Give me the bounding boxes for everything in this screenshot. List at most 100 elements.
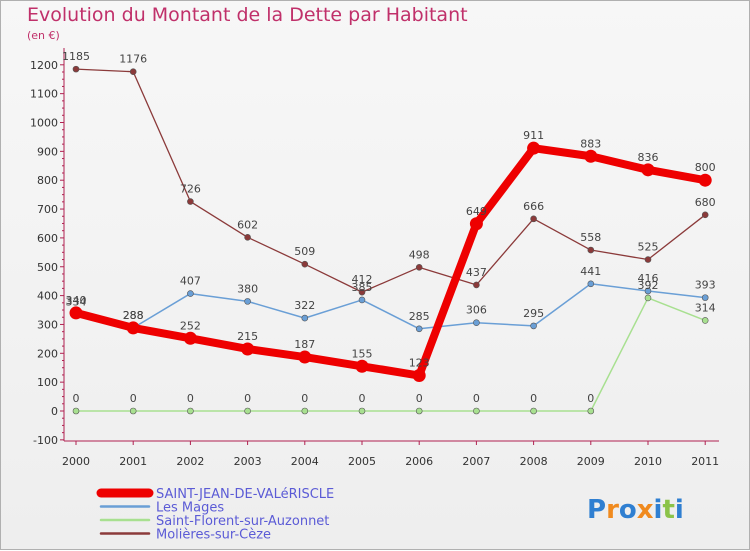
x-tick-label: 2000: [62, 455, 90, 468]
logo-letter: i: [654, 495, 663, 525]
y-tick-label: 100: [37, 376, 58, 389]
legend-label-1: Les Mages: [156, 501, 224, 516]
y-tick-label: -100: [33, 434, 58, 447]
data-label-0: 155: [352, 347, 373, 360]
legend-label-2: Saint-Florent-sur-Auzonnet: [156, 514, 329, 529]
data-label-2: 314: [695, 301, 716, 314]
y-tick-label: 500: [37, 261, 58, 274]
x-tick-label: 2004: [291, 455, 319, 468]
y-tick-label: 1100: [30, 88, 58, 101]
data-label-3: 680: [695, 196, 716, 209]
series-point-2: [587, 407, 595, 415]
proxiti-logo: Proxiti: [587, 495, 684, 525]
series-point-3: [587, 246, 595, 254]
data-label-0: 123: [409, 357, 430, 370]
data-label-2: 0: [587, 392, 594, 405]
data-label-0: 215: [237, 330, 258, 343]
series-point-2: [473, 407, 480, 415]
chart-title: Evolution du Montant de la Dette par Hab…: [27, 4, 468, 26]
data-label-1: 285: [409, 310, 430, 323]
data-label-1: 322: [294, 299, 315, 312]
series-point-3: [72, 65, 80, 73]
series-point-1: [187, 290, 194, 297]
series-point-2: [644, 294, 652, 302]
series-point-0: [412, 369, 426, 383]
data-label-1: 295: [523, 307, 544, 320]
data-label-3: 498: [409, 248, 430, 261]
data-label-2: 0: [301, 392, 308, 405]
series-point-2: [187, 407, 194, 415]
series-point-3: [301, 260, 309, 268]
data-label-3: 558: [580, 231, 601, 244]
y-tick-label: 0: [51, 405, 58, 418]
series-point-0: [469, 217, 483, 231]
y-tick-label: 200: [37, 347, 58, 360]
series-point-0: [241, 342, 255, 356]
chart-unit-label: (en €): [27, 29, 60, 42]
x-tick-label: 2006: [405, 455, 433, 468]
logo-letter: P: [587, 495, 606, 525]
data-label-1: 407: [180, 275, 201, 288]
data-label-3: 437: [466, 266, 487, 279]
legend-label-0: SAINT-JEAN-DE-VALéRISCLE: [156, 487, 334, 502]
data-label-3: 602: [237, 218, 258, 231]
y-tick-label: 1200: [30, 59, 58, 72]
series-point-1: [473, 319, 480, 327]
data-label-0: 288: [123, 309, 144, 322]
series-point-3: [530, 215, 537, 223]
data-label-1: 441: [580, 265, 601, 278]
series-point-2: [72, 407, 80, 415]
y-tick-label: 700: [37, 203, 58, 216]
data-label-2: 0: [130, 392, 137, 405]
series-point-0: [183, 331, 197, 345]
data-label-2: 0: [530, 392, 537, 405]
series-point-1: [301, 314, 309, 322]
data-label-0: 883: [580, 137, 601, 150]
series-point-0: [298, 350, 312, 364]
data-label-2: 0: [73, 392, 80, 405]
logo-letter: o: [619, 495, 637, 525]
y-tick-label: 400: [37, 290, 58, 303]
y-tick-label: 800: [37, 174, 58, 187]
series-point-1: [644, 287, 652, 295]
x-tick-label: 2009: [577, 455, 605, 468]
data-label-2: 392: [638, 279, 659, 292]
x-tick-label: 2001: [119, 455, 147, 468]
y-tick-label: 1000: [30, 117, 58, 130]
series-point-3: [129, 68, 137, 76]
series-point-2: [701, 317, 709, 324]
data-label-3: 726: [180, 183, 201, 196]
series-point-0: [584, 149, 598, 163]
x-tick-label: 2007: [462, 455, 490, 468]
series-point-1: [358, 296, 366, 304]
data-label-2: 0: [359, 392, 366, 405]
series-point-3: [415, 264, 423, 271]
series-point-0: [69, 306, 83, 320]
series-point-2: [301, 407, 309, 415]
data-label-1: 306: [466, 304, 487, 317]
series-point-2: [530, 407, 537, 415]
x-tick-label: 2002: [176, 455, 204, 468]
logo-letter: i: [675, 495, 684, 525]
data-label-0: 911: [523, 129, 544, 142]
legend-label-3: Molières-sur-Cèze: [156, 528, 271, 543]
data-label-3: 525: [638, 241, 659, 254]
data-label-3: 1176: [119, 53, 147, 66]
data-label-1: 416: [638, 272, 659, 285]
series-point-0: [641, 163, 655, 177]
data-label-1: 385: [352, 281, 373, 294]
series-line-3: [75, 68, 706, 293]
y-tick-label: 300: [37, 318, 58, 331]
series-point-3: [701, 211, 709, 219]
data-label-1: 393: [695, 279, 716, 292]
series-point-3: [473, 281, 480, 289]
series-point-2: [129, 407, 137, 415]
data-label-0: 187: [294, 338, 315, 351]
logo-letter: r: [606, 495, 619, 525]
data-label-2: 0: [473, 392, 480, 405]
series-point-1: [244, 298, 251, 305]
data-label-0: 340: [66, 294, 87, 307]
series-point-0: [355, 359, 369, 373]
series-point-3: [358, 288, 366, 296]
